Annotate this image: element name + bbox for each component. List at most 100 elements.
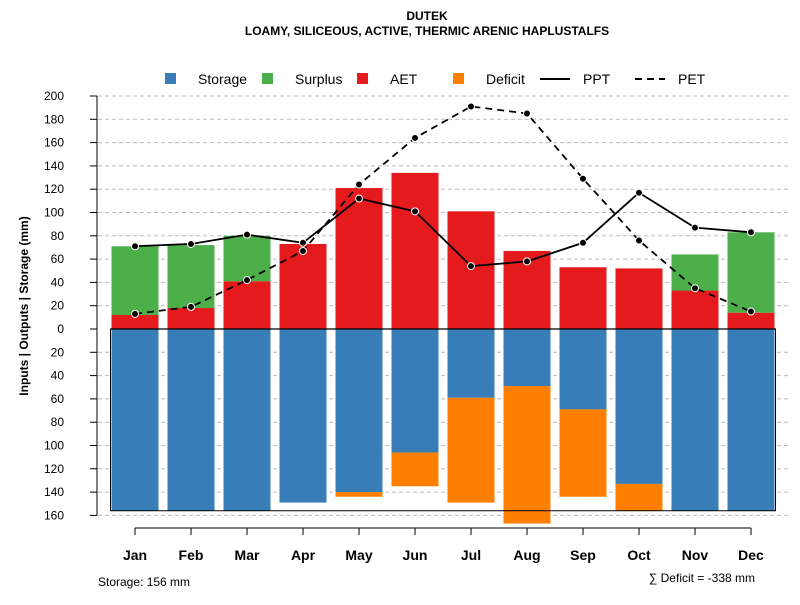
bar-storage-jun [391,329,439,453]
point-pet-oct [635,236,643,245]
bar-aet-apr [279,243,327,329]
y-tick-label: 80 [51,229,65,243]
bar-aet-jul [447,211,495,329]
legend-label-ppt: PPT [583,71,611,87]
y-tick-label: 180 [44,112,64,126]
chart-title: DUTEK [406,9,448,23]
bar-aet-feb [167,308,215,329]
point-pet-sep [579,174,587,183]
bar-storage-aug [503,329,551,387]
legend-swatch-aet [357,73,368,84]
bar-deficit-jun [391,452,439,487]
deficit-total: ∑ Deficit = -338 mm [649,571,755,585]
point-ppt-nov [691,223,699,232]
point-ppt-aug [523,257,531,266]
bar-aet-jun [391,172,439,329]
legend-label-aet: AET [390,71,418,87]
point-pet-aug [523,109,531,118]
x-tick-label-nov: Nov [682,547,709,563]
y-tick-label: 80 [51,415,65,429]
bar-deficit-may [335,492,383,497]
x-tick-label-oct: Oct [627,547,651,563]
bar-storage-nov [671,329,719,511]
y-tick-label: 160 [44,136,64,150]
y-tick-label: 100 [44,439,64,453]
bar-deficit-oct [615,483,663,511]
x-tick-label-jan: Jan [123,547,147,563]
point-ppt-jan [131,242,139,251]
bar-surplus-jan [111,246,159,316]
bar-aet-nov [671,290,719,329]
line-pet [134,105,752,315]
y-tick-label: 40 [51,275,65,289]
bar-aet-oct [615,268,663,329]
point-pet-feb [187,302,195,311]
point-pet-nov [691,284,699,293]
point-ppt-mar [243,230,251,239]
series-lines [131,102,755,318]
x-tick-label-sep: Sep [570,547,596,563]
point-pet-may [355,180,363,189]
bar-deficit-sep [559,409,607,497]
bar-deficit-jul [447,397,495,503]
point-ppt-oct [635,188,643,197]
legend-swatch-deficit [453,73,464,84]
y-tick-label: 140 [44,159,64,173]
x-tick-label-aug: Aug [513,547,540,563]
y-tick-label: 100 [44,206,64,220]
y-tick-label: 140 [44,485,64,499]
y-tick-label: 20 [51,345,65,359]
bar-storage-feb [167,329,215,511]
chart-subtitle: LOAMY, SILICEOUS, ACTIVE, THERMIC ARENIC… [245,24,609,38]
x-tick-label-dec: Dec [738,547,764,563]
y-tick-label: 60 [51,392,65,406]
point-ppt-sep [579,238,587,247]
bar-storage-apr [279,329,327,503]
bar-aet-mar [223,281,271,329]
storage-note: Storage: 156 mm [98,575,190,589]
point-ppt-may [355,194,363,203]
bar-aet-jan [111,315,159,329]
y-tick-label: 160 [44,508,64,522]
y-tick-label: 20 [51,299,65,313]
bars [110,172,776,524]
bar-deficit-aug [503,386,551,524]
bar-aet-may [335,188,383,329]
bar-storage-oct [615,329,663,484]
point-ppt-dec [747,228,755,237]
point-ppt-jun [411,207,419,216]
legend-label-storage: Storage [198,71,247,87]
y-tick-label: 60 [51,252,65,266]
bar-storage-sep [559,329,607,410]
point-pet-jan [131,309,139,318]
legend-label-pet: PET [678,71,706,87]
point-ppt-feb [187,239,195,248]
bar-aet-sep [559,267,607,329]
x-tick-label-feb: Feb [179,547,204,563]
point-ppt-jul [467,262,475,271]
legend-label-deficit: Deficit [486,71,525,87]
line-ppt [134,191,752,268]
x-tick-label-may: May [345,547,372,563]
y-tick-label: 200 [44,89,64,103]
legend-swatch-surplus [262,73,273,84]
bar-storage-may [335,329,383,493]
x-axis: Jan Feb Mar Apr May Jun Jul Aug Sep Oct Nov Dec [123,527,764,563]
point-pet-dec [747,307,755,316]
y-tick-label: 120 [44,182,64,196]
x-tick-label-jul: Jul [461,547,481,563]
y-axis: 2001801601401201008060402002040608010012… [44,89,98,522]
bar-storage-dec [727,329,775,511]
legend-label-surplus: Surplus [295,71,342,87]
legend-swatch-storage [165,73,176,84]
bar-surplus-mar [223,235,271,282]
bar-storage-jul [447,329,495,398]
y-tick-label: 120 [44,462,64,476]
point-ppt-apr [299,238,307,247]
y-tick-label: 40 [51,369,65,383]
y-tick-label: 0 [57,322,64,336]
point-pet-jul [467,102,475,111]
bar-surplus-feb [167,245,215,309]
y-axis-label: Inputs | Outputs | Storage (mm) [17,216,31,395]
